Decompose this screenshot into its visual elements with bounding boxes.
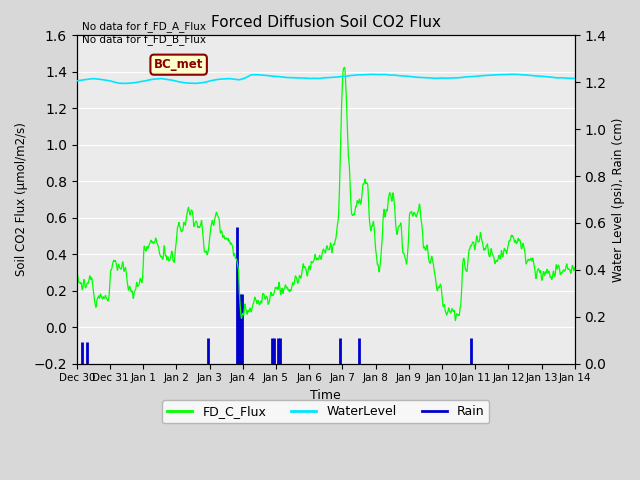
Text: No data for f_FD_A_Flux: No data for f_FD_A_Flux — [82, 21, 205, 32]
Y-axis label: Soil CO2 Flux (μmol/m2/s): Soil CO2 Flux (μmol/m2/s) — [15, 122, 28, 276]
Y-axis label: Water Level (psi), Rain (cm): Water Level (psi), Rain (cm) — [612, 117, 625, 282]
Legend: FD_C_Flux, WaterLevel, Rain: FD_C_Flux, WaterLevel, Rain — [163, 400, 489, 423]
Text: No data for f_FD_B_Flux: No data for f_FD_B_Flux — [82, 34, 205, 45]
Text: BC_met: BC_met — [154, 58, 204, 71]
X-axis label: Time: Time — [310, 389, 341, 402]
Title: Forced Diffusion Soil CO2 Flux: Forced Diffusion Soil CO2 Flux — [211, 15, 441, 30]
